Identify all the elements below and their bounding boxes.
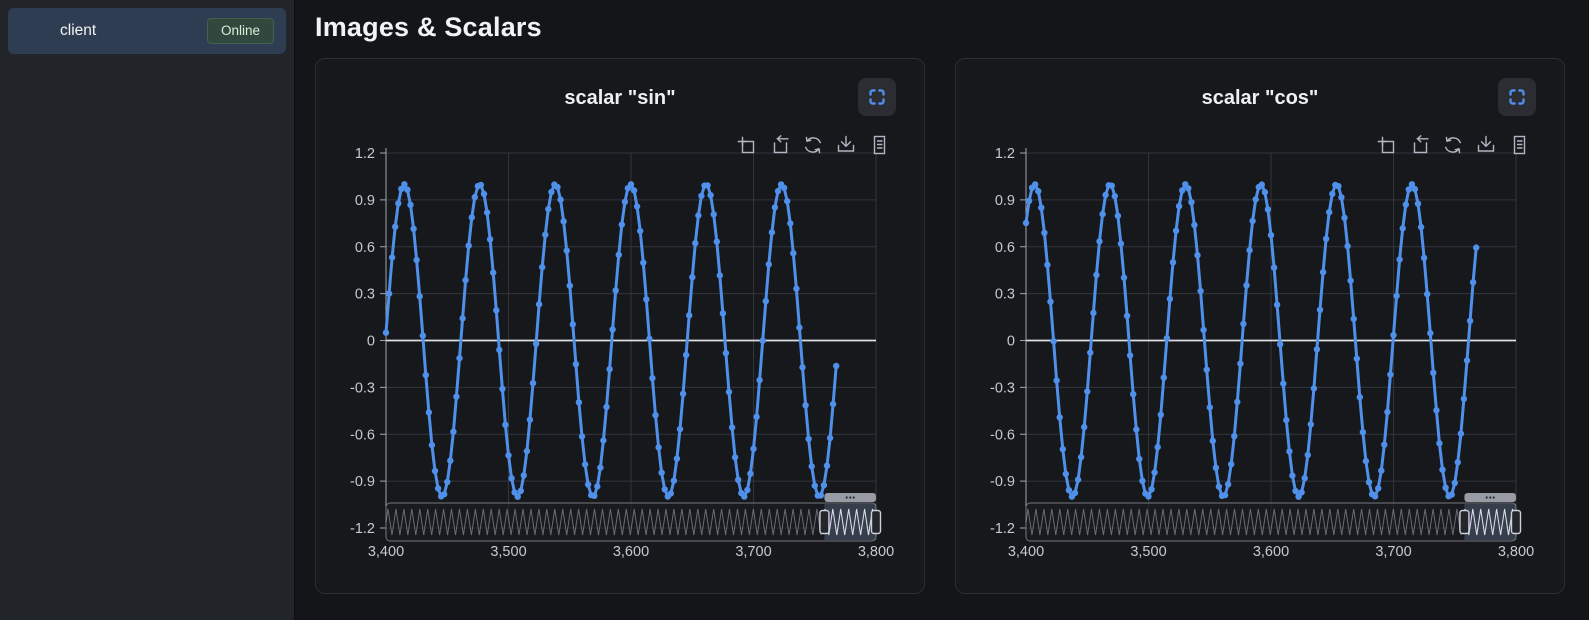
x-axis-label: 3,500 (1130, 544, 1166, 560)
move-handle-dot (1489, 496, 1492, 499)
y-axis-label: 1.2 (995, 146, 1015, 162)
panel-scalar-cos: scalar "cos" (955, 58, 1565, 594)
line-chart-cos: 1.2 0.9 0.6 0.3 0 -0.3 -0.6 -0.9 -1.2 3,400 3,500 3… (990, 146, 1534, 560)
x-axis-label: 3,400 (368, 544, 404, 560)
restore-icon[interactable] (1441, 133, 1465, 157)
x-axis-label: 3,800 (858, 544, 894, 560)
cos-series-line (1024, 182, 1478, 499)
restore-icon[interactable] (801, 133, 825, 157)
y-axis-label: 0.6 (355, 240, 375, 256)
panel-scalar-sin: scalar "sin" (315, 58, 925, 594)
y-axis-label: 1.2 (355, 146, 375, 162)
save-image-icon[interactable] (1474, 133, 1498, 157)
y-axis-label: 0.9 (355, 193, 375, 209)
datazoom-handle-left[interactable] (1459, 509, 1470, 535)
y-axis-label: -0.9 (990, 474, 1015, 490)
data-zoom-icon[interactable] (1375, 133, 1399, 157)
y-axis-label: -0.3 (990, 380, 1015, 396)
chart-title-cos: scalar "cos" (1201, 87, 1319, 109)
datazoom-handle-right[interactable] (870, 509, 882, 535)
panels-row: scalar "sin" (315, 58, 1589, 594)
line-chart-sin: 1.2 0.9 0.6 0.3 0 -0.3 -0.6 -0.9 -1.2 3,400 3,500 3… (350, 146, 894, 560)
data-zoom-icon[interactable] (735, 133, 759, 157)
minimap-wave (1025, 508, 1517, 536)
chart-toolbar (735, 133, 891, 157)
fullscreen-icon (869, 89, 885, 105)
x-axis-label: 3,600 (613, 544, 649, 560)
cos-series-points (1022, 181, 1480, 500)
fullscreen-button[interactable] (1498, 78, 1536, 116)
datazoom-handle-left[interactable] (819, 509, 830, 535)
y-axis-label: -1.2 (350, 521, 375, 537)
y-axis-label: 0 (367, 334, 375, 350)
sidebar: client Online (0, 0, 295, 620)
chart-title-sin: scalar "sin" (564, 87, 676, 109)
y-axis-label: -0.6 (990, 427, 1015, 443)
x-axis-label: 3,700 (1375, 544, 1411, 560)
sin-series-points (382, 181, 840, 500)
move-handle-dot (1485, 496, 1488, 499)
x-axis-label: 3,600 (1253, 544, 1289, 560)
page-title: Images & Scalars (315, 12, 542, 42)
data-view-icon[interactable] (867, 133, 891, 157)
y-axis-label: 0.9 (995, 193, 1015, 209)
datazoom-handle-right[interactable] (1510, 509, 1522, 535)
move-handle-dot (852, 496, 855, 499)
minimap-wave (385, 508, 877, 536)
y-axis-label: -0.6 (350, 427, 375, 443)
main-content: Images & Scalars scalar "sin" (295, 0, 1589, 620)
fullscreen-button[interactable] (858, 78, 896, 116)
zoom-reset-icon[interactable] (768, 133, 792, 157)
chart-toolbar (1375, 133, 1531, 157)
x-axis-label: 3,500 (490, 544, 526, 560)
online-status-badge: Online (206, 17, 274, 45)
y-axis-label: 0.3 (355, 287, 375, 303)
y-axis-label: 0 (1007, 334, 1015, 350)
x-axis-label: 3,400 (1008, 544, 1044, 560)
y-axis-label: 0.6 (995, 240, 1015, 256)
x-axis-label: 3,700 (735, 544, 771, 560)
x-axis-label: 3,800 (1498, 544, 1534, 560)
y-axis-label: 0.3 (995, 287, 1015, 303)
data-view-icon[interactable] (1507, 133, 1531, 157)
fullscreen-icon (1509, 89, 1525, 105)
zoom-reset-icon[interactable] (1408, 133, 1432, 157)
move-handle-dot (1492, 496, 1495, 499)
client-label: client (60, 22, 97, 39)
y-axis-label: -1.2 (990, 521, 1015, 537)
save-image-icon[interactable] (834, 133, 858, 157)
y-axis-label: -0.9 (350, 474, 375, 490)
move-handle-dot (849, 496, 852, 499)
sin-series-line (384, 182, 838, 499)
y-axis-label: -0.3 (350, 380, 375, 396)
move-handle-dot (845, 496, 848, 499)
sidebar-item-client[interactable]: client Online (8, 8, 286, 54)
